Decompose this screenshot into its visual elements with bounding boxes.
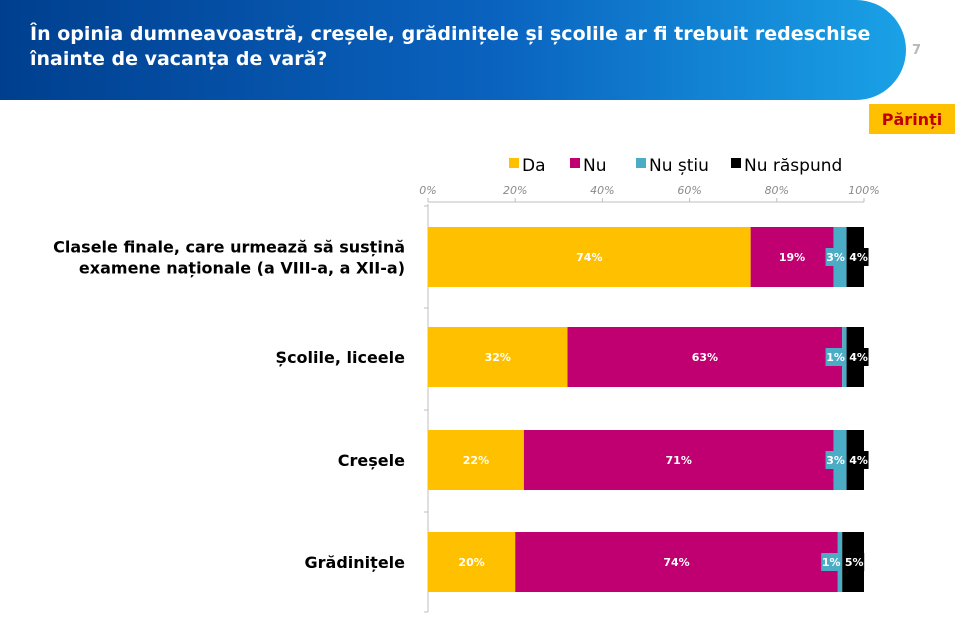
data-label: 22%	[463, 454, 489, 467]
bar-segment	[515, 532, 838, 592]
x-tick-label: 60%	[677, 184, 701, 197]
slide-title-line-1: În opinia dumneavoastră, creșele, grădin…	[30, 23, 871, 45]
banner-shape	[0, 0, 906, 100]
data-label-box	[825, 451, 846, 469]
bar-segment	[428, 327, 568, 387]
title-banner: În opinia dumneavoastră, creșele, grădin…	[0, 0, 956, 100]
category-label: Grădinițele	[305, 553, 406, 572]
data-label: 3%	[826, 454, 845, 467]
bar-segment	[428, 532, 516, 592]
x-tick-label: 40%	[590, 184, 614, 197]
x-tick-label: 100%	[848, 184, 879, 197]
data-label-box	[848, 451, 869, 469]
legend-label: Da	[522, 156, 546, 176]
category-label: Școlile, liceele	[276, 348, 406, 367]
data-label: 20%	[458, 556, 484, 569]
x-tick-label: 0%	[419, 184, 436, 197]
data-label-box	[821, 553, 842, 571]
data-label: 4%	[849, 351, 868, 364]
legend-label: Nu știu	[649, 156, 709, 176]
category-label: examene naționale (a VIII-a, a XII-a)	[79, 259, 405, 278]
data-label-box	[825, 348, 846, 366]
data-label-box	[844, 553, 865, 571]
legend-label: Nu răspund	[744, 156, 842, 176]
data-label: 63%	[692, 351, 718, 364]
category-label: Clasele finale, care urmează să susțină	[53, 238, 405, 257]
legend-swatch	[509, 158, 519, 168]
x-tick-label: 80%	[765, 184, 789, 197]
data-label: 32%	[485, 351, 511, 364]
bar-segment	[428, 227, 751, 287]
category-label: Creșele	[338, 451, 405, 470]
bar-segment	[428, 430, 524, 490]
audience-badge: Părinți	[869, 104, 955, 134]
data-label: 4%	[849, 251, 868, 264]
data-label: 74%	[576, 251, 602, 264]
data-label: 1%	[822, 556, 841, 569]
data-label-box	[848, 348, 869, 366]
data-label: 1%	[826, 351, 845, 364]
bar-segment	[567, 327, 843, 387]
data-label: 19%	[779, 251, 805, 264]
legend-swatch	[636, 158, 646, 168]
data-label-box	[825, 248, 846, 266]
bar-segment	[750, 227, 834, 287]
x-tick-label: 20%	[503, 184, 527, 197]
legend-label: Nu	[583, 156, 607, 176]
legend-swatch	[731, 158, 741, 168]
data-label: 5%	[845, 556, 864, 569]
slide-title-line-2: înainte de vacanța de vară?	[30, 48, 328, 70]
data-label: 74%	[663, 556, 689, 569]
data-label: 4%	[849, 454, 868, 467]
data-label-box	[848, 248, 869, 266]
data-label: 71%	[666, 454, 692, 467]
page-number: 7	[912, 43, 922, 58]
data-label: 3%	[826, 251, 845, 264]
bar-segment	[523, 430, 834, 490]
legend-swatch	[570, 158, 580, 168]
